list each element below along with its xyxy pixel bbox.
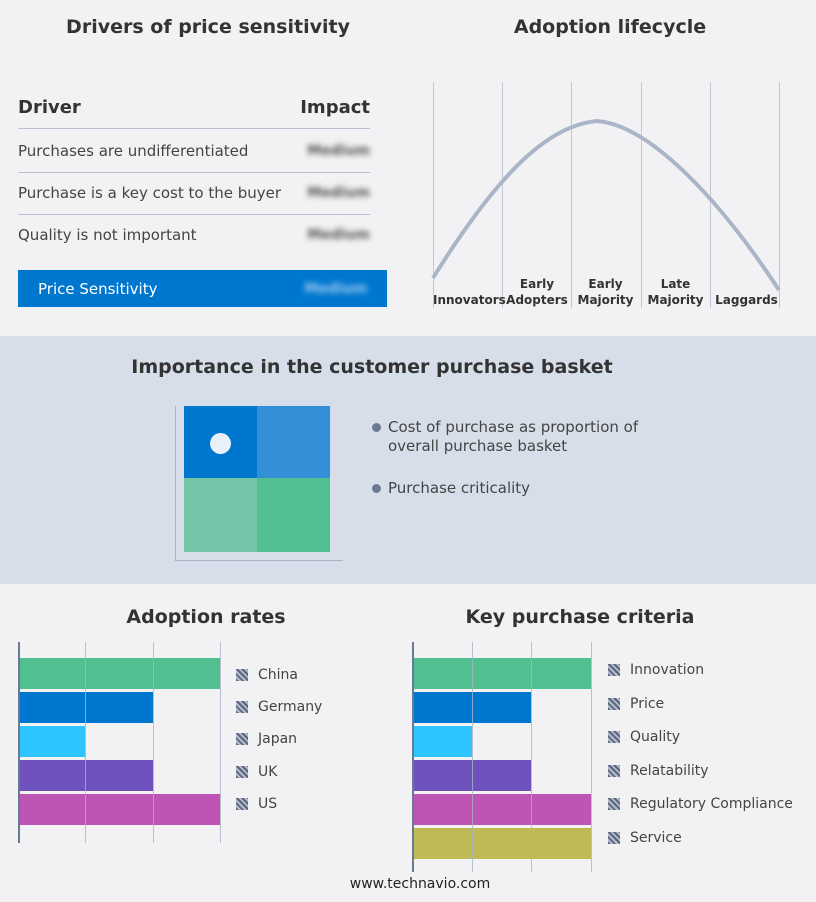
purchase-criteria-title: Key purchase criteria [465,606,695,628]
legend-label: Innovation [630,662,705,678]
hatch-swatch-icon [236,765,248,778]
stage-late-majority: Late Majority [647,277,704,307]
impact-value: Medium [307,227,370,243]
legend-label: Relatability [630,762,709,779]
summary-label: Price Sensitivity [38,279,158,298]
bar-service [412,828,591,859]
legend-item: China [236,667,298,683]
legend-item: Relatability [608,763,709,779]
matrix-q3 [184,478,257,552]
driver-row: Purchase is a key cost to the buyer Mediu… [18,172,370,215]
summary-impact: Medium [304,280,367,297]
legend-label: Service [630,830,682,846]
stage-laggards: Laggards [715,293,778,307]
matrix-q4 [257,478,330,552]
gridline [471,642,473,872]
driver-label: Purchases are undifferentiated [18,142,249,160]
legend-item: Japan [236,731,297,747]
bar-china [18,658,220,689]
lifecycle-title: Adoption lifecycle [513,16,707,38]
driver-col-header: Driver [18,96,81,118]
hatch-swatch-icon [608,764,620,777]
bar-japan [18,726,86,757]
legend-item: Germany [236,699,322,715]
legend-text: Cost of purchase as proportion of overal… [388,418,639,455]
hatch-swatch-icon [608,697,620,710]
position-marker [210,433,231,454]
legend-text: Purchase criticality [388,479,531,497]
gridline [531,642,533,872]
legend-item: Quality [608,729,680,745]
basket-title: Importance in the customer purchase bask… [131,356,613,378]
legend-item: Innovation [608,662,704,678]
hatch-swatch-icon [608,798,620,811]
legend-item: UK [236,764,277,780]
legend-label: UK [258,763,278,780]
driver-row: Purchases are undifferentiated Medium [18,130,370,173]
legend-label: Germany [258,699,323,716]
bar-regulatory-compliance [412,794,591,825]
hatch-swatch-icon [236,701,248,714]
legend-item: Service [608,830,682,846]
gridline [152,642,154,843]
price-sensitivity-summary: Price Sensitivity Medium [18,270,387,307]
stage-innovators: Innovators [433,293,506,307]
hatch-swatch-icon [608,832,620,844]
hatch-swatch-icon [236,669,248,681]
adoption-rates-title: Adoption rates [126,606,286,628]
driver-label: Purchase is a key cost to the buyer [18,184,282,202]
bar-innovation [412,658,591,689]
axis-line [412,642,414,872]
impact-col-header: Impact [300,96,370,118]
legend-label: Quality [630,729,681,746]
lifecycle-curve [431,118,781,292]
basket-matrix-axes [175,406,343,561]
legend-label: Japan [258,731,298,748]
stage-early-adopters: Early Adopters [506,277,568,307]
basket-section [0,336,816,584]
footer-url: www.technavio.com [349,876,491,892]
hatch-swatch-icon [608,731,620,744]
driver-label: Quality is not important [18,226,197,244]
legend-label: China [258,667,298,683]
hatch-swatch-icon [236,797,248,810]
legend-item: US [236,796,277,812]
impact-value: Medium [307,143,370,159]
hatch-swatch-icon [236,733,248,746]
legend-label: Regulatory Compliance [630,796,793,813]
driver-row: Quality is not important Medium [18,214,370,256]
legend-item: Regulatory Compliance [608,796,793,812]
hatch-swatch-icon [608,664,620,676]
basket-legend-2: Purchase criticality [372,479,530,497]
legend-label: Price [630,695,665,712]
bar-quality [412,726,472,757]
gridline [220,642,221,843]
legend-item: Price [608,696,664,712]
basket-legend-1: Cost of purchase as proportion of overal… [372,418,648,456]
gridline [591,642,592,872]
legend-label: US [258,795,278,812]
axis-line [18,642,20,843]
drivers-header: Driver Impact [18,86,370,129]
impact-value: Medium [307,185,370,201]
bar-us [18,794,220,825]
gridline [85,642,87,843]
matrix-q2 [257,406,330,478]
drivers-title: Drivers of price sensitivity [66,16,350,38]
stage-early-majority: Early Majority [577,277,634,307]
